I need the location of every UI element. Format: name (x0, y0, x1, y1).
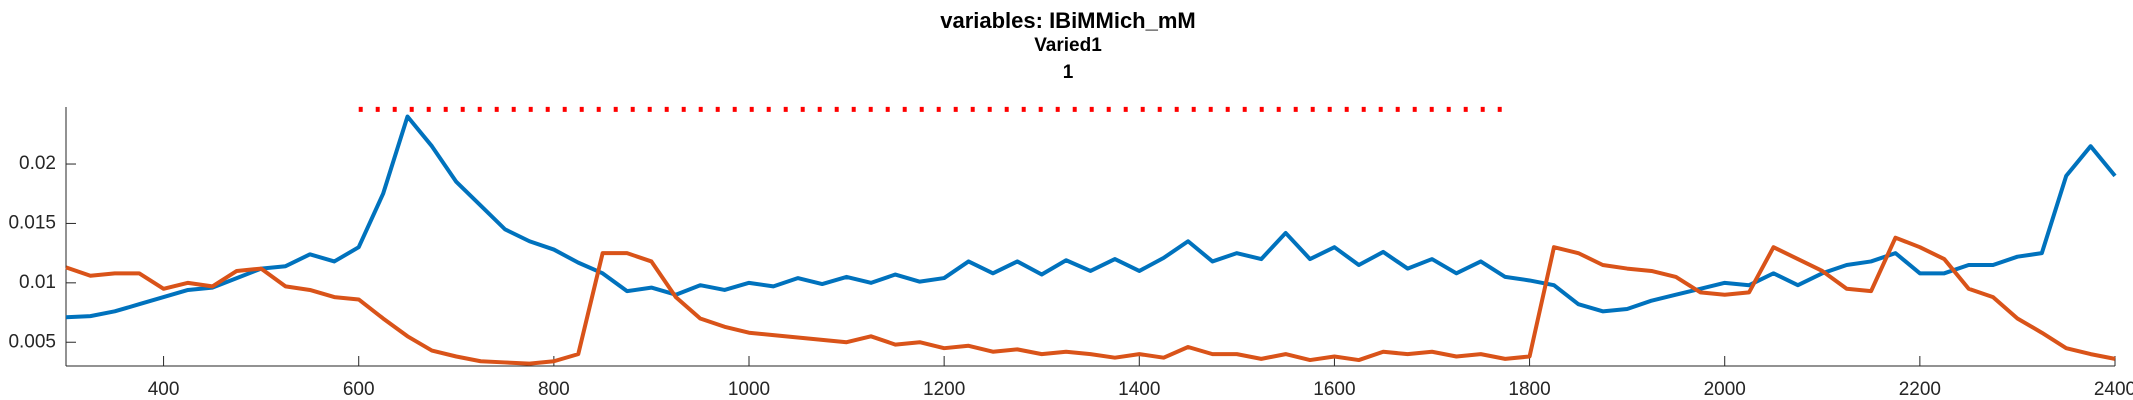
data-line (65, 235, 2116, 366)
y-tick-label: 0.01 (19, 272, 56, 293)
chart-subtitle: 1 (1063, 62, 1074, 83)
x-tick-label: 2000 (1704, 379, 1746, 400)
x-tick-label: 800 (538, 379, 570, 400)
chart-subtitle: Varied1 (1034, 35, 1102, 56)
y-tick-label: 0.005 (8, 331, 56, 352)
x-tick-label: 1600 (1313, 379, 1355, 400)
x-tick-label: 1000 (728, 379, 770, 400)
data-line (65, 114, 2117, 320)
x-tick-label: 400 (148, 379, 180, 400)
x-tick-label: 1200 (923, 379, 965, 400)
x-tick-label: 2400 (2094, 379, 2133, 400)
x-tick-label: 2200 (1899, 379, 1941, 400)
chart-title: variables: IBiMMich_mM (940, 8, 1196, 33)
y-tick-label: 0.015 (8, 212, 56, 233)
x-tick-label: 1400 (1118, 379, 1160, 400)
x-tick-label: 1800 (1508, 379, 1550, 400)
x-tick-label: 600 (343, 379, 375, 400)
y-tick-label: 0.02 (19, 153, 56, 174)
